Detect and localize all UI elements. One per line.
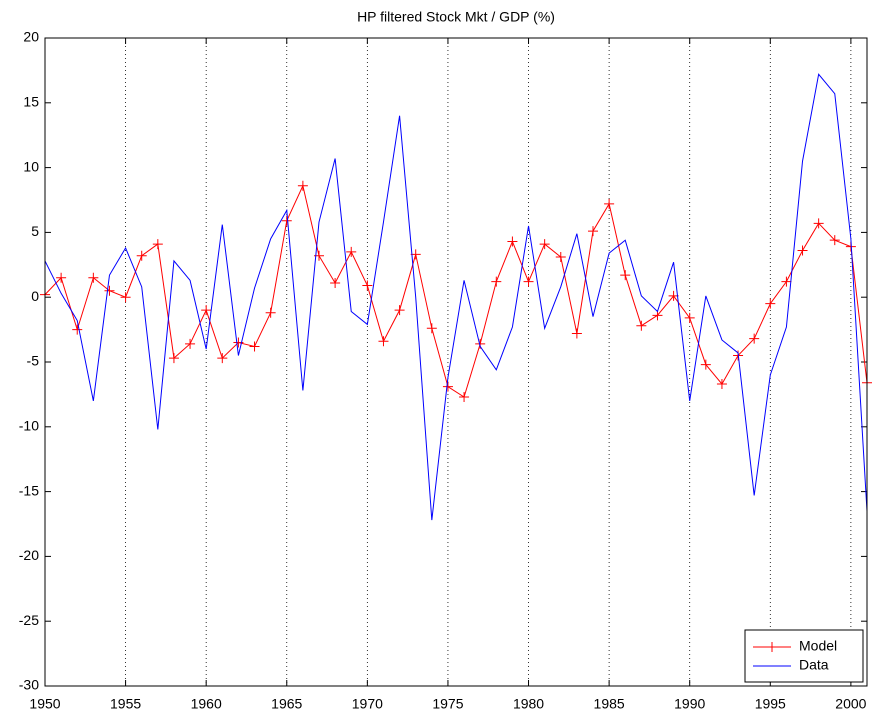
data-marker [829,235,840,246]
data-marker [813,218,824,229]
data-marker [265,307,276,318]
data-marker [749,333,760,344]
x-tick-label: 1965 [271,696,302,712]
data-marker [668,290,679,301]
data-marker [330,277,341,288]
data-marker [394,305,405,316]
x-tick-label: 1990 [674,696,705,712]
data-marker [120,292,131,303]
legend-box [744,629,864,683]
data-marker [378,336,389,347]
data-marker [539,239,550,250]
y-tick-label: -25 [19,612,39,628]
data-marker [346,246,357,257]
x-tick-label: 1980 [513,696,544,712]
data-marker [781,276,792,287]
data-marker [217,353,228,364]
data-marker [459,391,470,402]
y-tick-label: 15 [23,94,39,110]
data-marker [72,324,83,335]
x-tick-label: 2000 [835,696,866,712]
data-marker [507,236,518,247]
data-marker [555,252,566,263]
data-marker [426,323,437,334]
data-marker [442,381,453,392]
y-tick-label: -30 [19,677,39,693]
data-marker [104,285,115,296]
plot-area [45,38,867,686]
y-tick-label: 20 [23,29,39,45]
data-marker [152,239,163,250]
y-tick-label: -20 [19,547,39,563]
data-marker [716,379,727,390]
x-tick-label: 1955 [110,696,141,712]
data-marker [700,359,711,370]
data-line [44,73,868,521]
x-tick-label: 1950 [29,696,60,712]
data-marker [491,276,502,287]
data-marker [684,312,695,323]
data-marker [765,298,776,309]
data-marker [281,215,292,226]
data-marker [604,198,615,209]
data-marker [571,328,582,339]
x-tick-label: 1975 [432,696,463,712]
data-marker [620,270,631,281]
legend-label: Data [799,657,829,673]
legend-label: Model [799,638,837,654]
data-line [44,184,868,398]
y-tick-label: 0 [31,288,39,304]
legend-marker [767,642,777,652]
data-marker [636,320,647,331]
chart-title: HP filtered Stock Mkt / GDP (%) [357,9,555,25]
data-marker [523,276,534,287]
data-marker [297,180,308,191]
y-tick-label: 10 [23,158,39,174]
y-tick-label: 5 [31,223,39,239]
data-marker [362,280,373,291]
y-tick-label: -10 [19,418,39,434]
data-marker [185,338,196,349]
plot-frame [44,37,868,687]
data-marker [797,245,808,256]
data-marker [168,353,179,364]
data-marker [136,250,147,261]
data-marker [88,272,99,283]
x-tick-label: 1960 [191,696,222,712]
data-marker [56,272,67,283]
data-marker [249,341,260,352]
y-tick-label: -15 [19,482,39,498]
data-marker [201,305,212,316]
data-marker [588,226,598,237]
x-tick-label: 1995 [755,696,786,712]
x-tick-label: 1970 [352,696,383,712]
x-tick-label: 1985 [594,696,625,712]
y-tick-label: -5 [27,353,40,369]
